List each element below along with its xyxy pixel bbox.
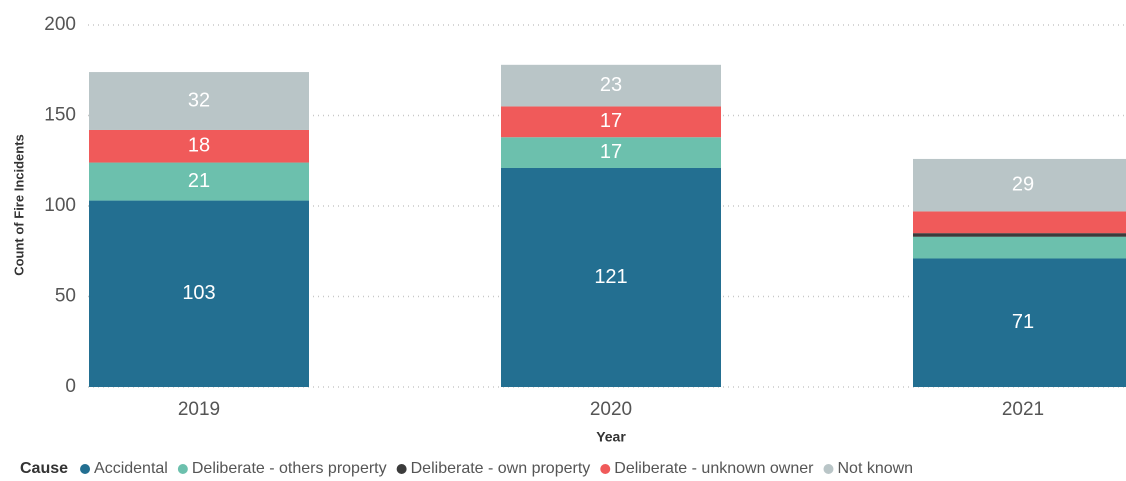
bar-segment bbox=[501, 137, 721, 168]
legend-marker bbox=[823, 464, 834, 474]
bar-segment bbox=[89, 162, 309, 201]
legend: Cause Accidental Deliberate - others prop… bbox=[20, 460, 913, 477]
data-label: 18 bbox=[188, 135, 210, 157]
bar-segment bbox=[913, 236, 1126, 259]
data-label: 103 bbox=[182, 282, 215, 304]
legend-label: Deliberate - unknown owner bbox=[614, 460, 814, 477]
legend-title: Cause bbox=[20, 460, 68, 477]
legend-label: Deliberate - others property bbox=[192, 460, 387, 477]
legend-marker bbox=[80, 464, 91, 474]
legend-marker bbox=[396, 464, 407, 474]
x-tick-label: 2021 bbox=[1002, 399, 1044, 420]
bar-segment bbox=[89, 129, 309, 163]
x-tick-label: 2019 bbox=[178, 399, 220, 420]
bar-segment bbox=[89, 200, 309, 387]
y-tick-label: 50 bbox=[55, 286, 76, 307]
y-tick-label: 200 bbox=[44, 14, 76, 35]
bar-segment bbox=[913, 211, 1126, 234]
y-axis-title: Count of Fire Incidents bbox=[11, 134, 26, 276]
y-tick-label: 100 bbox=[44, 195, 76, 216]
bar-segment bbox=[501, 106, 721, 138]
bar-segment bbox=[913, 258, 1126, 387]
data-label: 29 bbox=[1012, 173, 1034, 195]
data-label: 71 bbox=[1012, 311, 1034, 333]
bar-segment bbox=[501, 64, 721, 107]
bar-segment bbox=[913, 233, 1126, 237]
x-axis-title: Year bbox=[596, 429, 626, 445]
data-label: 121 bbox=[594, 266, 627, 288]
legend-label: Deliberate - own property bbox=[411, 460, 591, 477]
y-tick-label: 150 bbox=[44, 105, 76, 126]
bar-segment bbox=[913, 158, 1126, 212]
data-label: 21 bbox=[188, 170, 210, 192]
legend-marker bbox=[177, 464, 188, 474]
bar-segment bbox=[501, 167, 721, 387]
legend-marker bbox=[600, 464, 611, 474]
legend-label: Not known bbox=[837, 460, 913, 477]
data-label: 17 bbox=[600, 110, 622, 132]
data-label: 23 bbox=[600, 74, 622, 96]
data-label: 32 bbox=[188, 89, 210, 111]
legend-label: Accidental bbox=[94, 460, 168, 477]
x-tick-label: 2020 bbox=[590, 399, 632, 420]
data-label: 17 bbox=[600, 141, 622, 163]
bar-segment bbox=[89, 72, 309, 130]
y-tick-label: 0 bbox=[65, 376, 76, 397]
